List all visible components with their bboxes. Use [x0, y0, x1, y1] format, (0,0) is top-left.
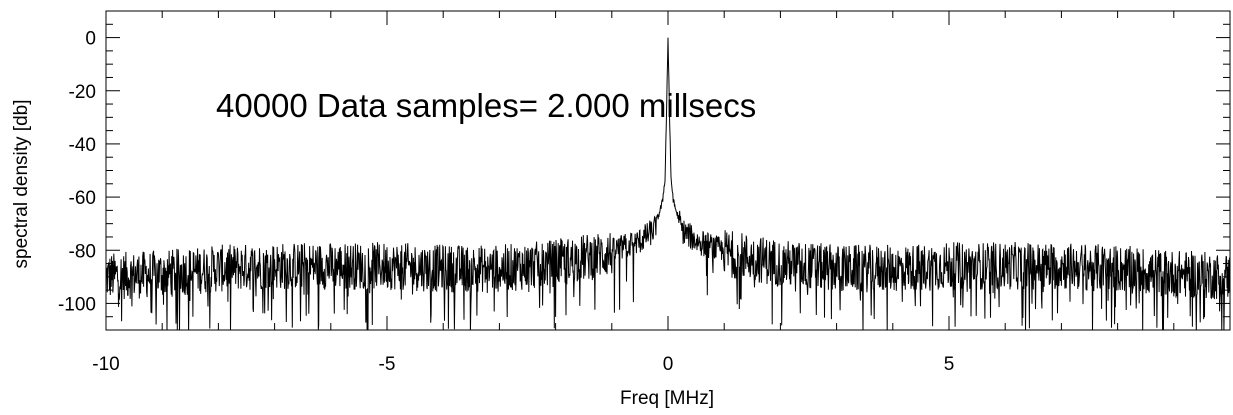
x-tick-label: -10	[92, 354, 119, 375]
spectrum-line	[106, 37, 1230, 330]
x-tick-label: 0	[663, 354, 674, 375]
x-axis-ticks	[105, 11, 1231, 330]
x-axis-tick-labels: -10 -5 0 5	[92, 354, 954, 375]
y-tick-label: -20	[69, 82, 96, 103]
y-tick-label: -60	[69, 188, 96, 209]
x-tick-label: -5	[379, 354, 396, 375]
x-tick-label: 5	[944, 354, 955, 375]
y-tick-label: -100	[58, 294, 96, 315]
spectrum-series	[106, 37, 1230, 330]
y-axis-ticks	[106, 10, 1230, 331]
y-axis-label: spectral density [db]	[11, 100, 32, 269]
y-tick-label: 0	[85, 29, 96, 50]
samples-annotation: 40000 Data samples= 2.000 millsecs	[216, 87, 756, 124]
y-axis-tick-labels: 0 -20 -40 -60 -80 -100	[58, 29, 96, 316]
y-tick-label: -80	[69, 241, 96, 262]
x-axis-label: Freq [MHz]	[620, 388, 714, 409]
y-tick-label: -40	[69, 135, 96, 156]
